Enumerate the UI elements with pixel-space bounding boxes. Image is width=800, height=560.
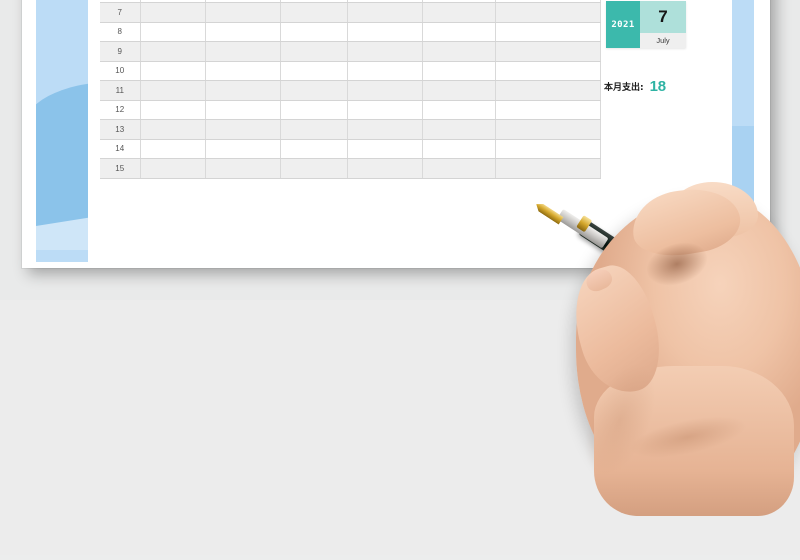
table-cell-amount[interactable]: 1,800.00 xyxy=(347,0,423,3)
table-cell-no[interactable]: 13 xyxy=(100,119,141,140)
table-cell-handler[interactable] xyxy=(422,80,496,101)
table-cell-handler[interactable] xyxy=(422,139,496,159)
table-cell-category[interactable] xyxy=(205,2,281,23)
table-cell-amount[interactable] xyxy=(347,61,423,81)
table-row[interactable]: 14 xyxy=(100,139,601,159)
table-cell-category[interactable] xyxy=(205,119,281,140)
table-cell-date[interactable] xyxy=(140,41,206,62)
table-cell-category[interactable] xyxy=(205,158,281,179)
table-cell-detail[interactable] xyxy=(280,119,348,140)
table-cell-date[interactable] xyxy=(140,139,206,159)
table-cell-detail[interactable] xyxy=(280,80,348,101)
table-cell-category[interactable] xyxy=(205,61,281,81)
table-row[interactable]: 7 xyxy=(100,2,601,23)
table-row[interactable]: 9 xyxy=(100,41,601,62)
table-cell-remark[interactable] xyxy=(495,100,601,120)
table-cell-amount[interactable] xyxy=(347,119,423,140)
table-cell-category[interactable] xyxy=(205,139,281,159)
table-cell-detail[interactable] xyxy=(280,41,348,62)
table-cell-amount[interactable] xyxy=(347,41,423,62)
wave-shape-bottom xyxy=(36,250,88,262)
table-cell-amount[interactable] xyxy=(347,100,423,120)
table-cell-remark[interactable] xyxy=(495,80,601,101)
table-cell-no[interactable]: 8 xyxy=(100,22,141,42)
table-cell-date[interactable] xyxy=(140,61,206,81)
table-cell-detail[interactable] xyxy=(280,158,348,179)
table-cell-remark[interactable] xyxy=(495,22,601,42)
table-cell-no[interactable]: 9 xyxy=(100,41,141,62)
table-cell-category[interactable] xyxy=(205,41,281,62)
table-cell-category[interactable] xyxy=(205,100,281,120)
table-cell-detail[interactable]: 输入明细 xyxy=(280,0,348,3)
table-cell-no[interactable]: 15 xyxy=(100,158,141,179)
table-cell-handler[interactable] xyxy=(422,61,496,81)
table-cell-handler[interactable]: 输入经办人 xyxy=(422,0,496,3)
table-row[interactable]: 8 xyxy=(100,22,601,42)
table-cell-category[interactable] xyxy=(205,22,281,42)
table-cell-handler[interactable] xyxy=(422,100,496,120)
table-row[interactable]: 15 xyxy=(100,158,601,179)
table-cell-detail[interactable] xyxy=(280,61,348,81)
table-row[interactable]: 62021-8-1类别6输入明细1,800.00输入经办人 xyxy=(100,0,601,3)
table-cell-no[interactable]: 12 xyxy=(100,100,141,120)
table-cell-remark[interactable] xyxy=(495,61,601,81)
table-cell-no[interactable]: 7 xyxy=(100,2,141,23)
expense-table[interactable]: 12021-7-20类别1输入明细5,000.00输入经办人22021-7-21… xyxy=(100,0,601,179)
table-cell-date[interactable]: 2021-8-1 xyxy=(140,0,206,3)
pen-nib-icon xyxy=(534,201,564,225)
table-cell-detail[interactable] xyxy=(280,22,348,42)
table-cell-date[interactable] xyxy=(140,80,206,101)
table-cell-amount[interactable] xyxy=(347,22,423,42)
table-row[interactable]: 11 xyxy=(100,80,601,101)
table-cell-date[interactable] xyxy=(140,100,206,120)
table-cell-date[interactable] xyxy=(140,2,206,23)
table-cell-remark[interactable] xyxy=(495,139,601,159)
calendar-month: July xyxy=(640,33,686,48)
table-cell-handler[interactable] xyxy=(422,22,496,42)
table-cell-handler[interactable] xyxy=(422,158,496,179)
table-row[interactable]: 12 xyxy=(100,100,601,120)
table-cell-amount[interactable] xyxy=(347,80,423,101)
calendar-day: 7 xyxy=(640,1,686,33)
expense-table-body[interactable]: 12021-7-20类别1输入明细5,000.00输入经办人22021-7-21… xyxy=(100,0,601,179)
table-cell-handler[interactable] xyxy=(422,2,496,23)
calendar-right-block: 7 July xyxy=(640,1,686,48)
calendar-card: 2021 7 July xyxy=(606,1,686,48)
left-blue-decoration-panel xyxy=(36,0,88,262)
table-cell-detail[interactable] xyxy=(280,139,348,159)
monthly-expense-value: 18 xyxy=(649,77,667,95)
table-cell-detail[interactable] xyxy=(280,100,348,120)
table-cell-amount[interactable] xyxy=(347,2,423,23)
table-cell-date[interactable] xyxy=(140,22,206,42)
calendar-year: 2021 xyxy=(606,1,640,48)
table-cell-no[interactable]: 14 xyxy=(100,139,141,159)
table-cell-remark[interactable] xyxy=(495,119,601,140)
table-cell-amount[interactable] xyxy=(347,158,423,179)
table-row[interactable]: 13 xyxy=(100,119,601,140)
table-cell-remark[interactable] xyxy=(495,0,601,3)
table-cell-handler[interactable] xyxy=(422,41,496,62)
table-cell-handler[interactable] xyxy=(422,119,496,140)
table-cell-date[interactable] xyxy=(140,158,206,179)
table-cell-remark[interactable] xyxy=(495,158,601,179)
table-cell-amount[interactable] xyxy=(347,139,423,159)
hand-holding-pen-photo xyxy=(520,170,800,560)
table-row[interactable]: 10 xyxy=(100,61,601,81)
monthly-expense-label: 本月支出: xyxy=(604,82,644,93)
document-inner-area: 12021-7-20类别1输入明细5,000.00输入经办人22021-7-21… xyxy=(28,0,764,262)
table-cell-date[interactable] xyxy=(140,119,206,140)
table-cell-no[interactable]: 11 xyxy=(100,80,141,101)
monthly-expense-summary: 本月支出: 18 xyxy=(604,76,764,96)
spreadsheet-document: 12021-7-20类别1输入明细5,000.00输入经办人22021-7-21… xyxy=(22,0,770,268)
table-cell-no[interactable]: 10 xyxy=(100,61,141,81)
table-cell-category[interactable] xyxy=(205,80,281,101)
table-cell-remark[interactable] xyxy=(495,41,601,62)
table-cell-no[interactable]: 6 xyxy=(100,0,141,3)
table-cell-category[interactable]: 类别6 xyxy=(205,0,281,3)
table-cell-remark[interactable] xyxy=(495,2,601,23)
table-cell-detail[interactable] xyxy=(280,2,348,23)
